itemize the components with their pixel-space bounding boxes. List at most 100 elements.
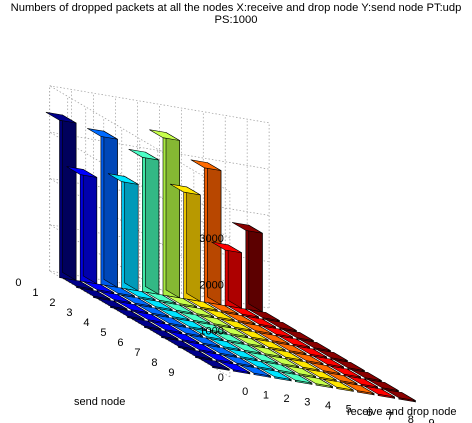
- bar-face-top: [196, 321, 228, 334]
- bar-face-top: [275, 342, 307, 354]
- bar-face-top: [351, 369, 382, 381]
- bar-face-top: [305, 368, 337, 381]
- floor-cell: [251, 345, 282, 359]
- bar-face-top: [254, 338, 286, 351]
- y-tick-label: 3: [66, 307, 72, 319]
- floor-cell: [268, 355, 299, 369]
- floor-cell: [219, 361, 251, 375]
- bar-face-top: [138, 304, 169, 317]
- bar-face-top: [189, 334, 220, 347]
- bars-layer: [45, 111, 416, 403]
- bar-face-top: [228, 305, 259, 318]
- bar-face-top: [288, 358, 320, 371]
- bar-face-top: [385, 389, 416, 401]
- floor-cell: [198, 357, 230, 371]
- y-tick-label: 4: [83, 317, 89, 329]
- bar-face-top: [96, 297, 128, 310]
- floor-cell: [343, 382, 375, 396]
- bar-face-top: [251, 345, 282, 357]
- bar: [128, 149, 160, 295]
- y-tick-label: 6: [117, 337, 123, 349]
- bar-face-top: [200, 315, 231, 327]
- bar-face-top: [317, 349, 348, 361]
- floor-cell: [158, 308, 190, 322]
- floor-cell: [292, 352, 324, 366]
- floor-cell: [322, 378, 354, 392]
- floor-cell: [351, 369, 382, 383]
- floor-cell: [230, 341, 262, 355]
- bar-face-top: [300, 339, 331, 351]
- bar-face-top: [249, 309, 280, 321]
- floor-cell: [62, 277, 94, 291]
- floor-cell: [285, 365, 316, 379]
- bar: [232, 222, 263, 313]
- floor-cell: [326, 372, 358, 386]
- bar-face-top: [83, 281, 114, 293]
- floor-cell: [368, 379, 399, 393]
- bar-face-side: [82, 168, 98, 285]
- x-tick-label: 2: [284, 393, 290, 405]
- bar-face-top: [330, 365, 361, 378]
- bar-face-top: [147, 327, 179, 340]
- bar-face-top: [79, 287, 111, 300]
- bar-face-top: [232, 222, 263, 234]
- floor-cell: [234, 335, 265, 349]
- bar-face-top: [343, 382, 375, 394]
- floor-cell: [262, 325, 294, 339]
- floor-cell: [226, 348, 258, 362]
- bar-face-top: [183, 305, 214, 317]
- bar-face-top: [128, 149, 160, 161]
- floor-cell: [185, 341, 217, 355]
- floor-cell: [96, 297, 128, 311]
- floor-cell: [100, 291, 132, 305]
- floor-cell: [134, 311, 166, 325]
- bar-face-side: [248, 224, 263, 313]
- bar: [169, 183, 201, 302]
- floor-cell: [202, 351, 234, 365]
- bar-face-top: [313, 355, 344, 368]
- y-tick-label: 5: [100, 327, 106, 339]
- x-tick-label: 1: [263, 390, 269, 402]
- floor-cell: [124, 288, 156, 302]
- bar-face-top: [219, 361, 250, 373]
- bar-face-top: [181, 347, 213, 360]
- bar-face-top: [234, 335, 265, 347]
- y-tick-label: 0: [15, 277, 21, 289]
- bar-face-top: [213, 331, 245, 344]
- floor-cell: [288, 358, 320, 372]
- bar-face-side: [62, 114, 77, 281]
- bar-face-top: [347, 375, 378, 388]
- floor-cell: [309, 362, 341, 376]
- floor-cell: [364, 385, 396, 399]
- floor-cell: [145, 291, 177, 305]
- bar-face-top: [207, 302, 239, 314]
- floor-cell: [151, 321, 183, 335]
- bar-face-side: [103, 130, 118, 288]
- bar-face-side: [124, 175, 139, 292]
- floor-cell: [260, 368, 292, 382]
- bar-face-top: [292, 352, 324, 364]
- floor-cell: [206, 344, 237, 358]
- tick-labels: 010002000300001234567890123456789: [15, 233, 434, 423]
- floor-cell: [164, 337, 196, 351]
- floor-cell: [245, 315, 277, 329]
- bar-face-top: [104, 284, 135, 297]
- bar-face-top: [217, 325, 248, 337]
- y-tick-label: 1: [32, 287, 38, 299]
- bar-face-top: [368, 379, 399, 391]
- floor-cell: [247, 351, 279, 365]
- bar-face-top: [266, 319, 297, 331]
- bar-face-top: [45, 111, 77, 124]
- bar-face-top: [230, 341, 262, 354]
- bar-face-top: [172, 324, 203, 337]
- floor-cell: [83, 281, 115, 295]
- bar-face-top: [134, 311, 165, 323]
- bar-face-top: [179, 311, 211, 324]
- bar-face-top: [185, 341, 216, 353]
- floor-cell: [385, 389, 416, 403]
- floor-cell: [192, 328, 224, 342]
- floor-cell: [179, 311, 211, 325]
- floor-cell: [200, 315, 231, 329]
- bar: [45, 111, 77, 281]
- floor-cell: [104, 284, 135, 298]
